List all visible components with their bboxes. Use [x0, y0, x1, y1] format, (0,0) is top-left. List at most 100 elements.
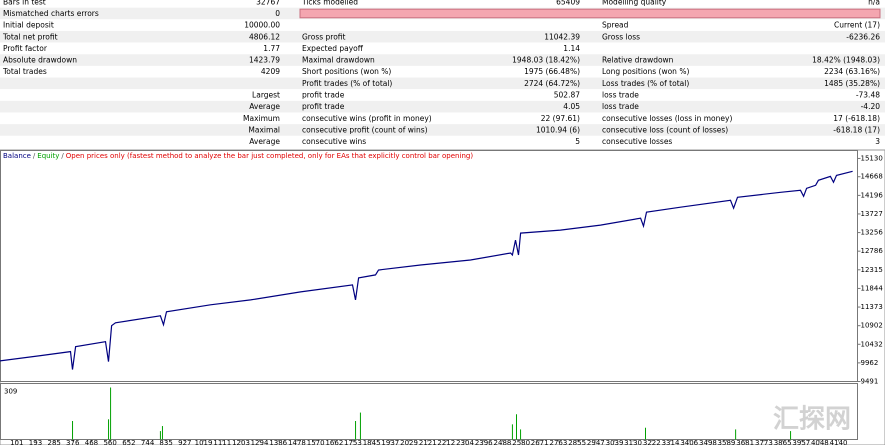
table-cell: Average: [249, 102, 280, 111]
plot-area: [0, 150, 858, 382]
table-row: [0, 0, 885, 8]
volume-area: [0, 383, 858, 440]
x-tick-label: 3314: [662, 439, 680, 445]
table-cell: consecutive losses (loss in money): [602, 114, 732, 123]
table-cell: Average: [249, 137, 280, 146]
x-tick-label: 3589: [718, 439, 736, 445]
table-cell: Total trades: [2, 67, 47, 76]
x-tick-label: 2488: [494, 439, 512, 445]
x-tick-label: 2029: [400, 439, 418, 445]
table-cell: 1423.79: [249, 56, 280, 65]
x-tick-label: 2855: [568, 439, 586, 445]
table-cell: consecutive losses: [602, 137, 672, 146]
balance-line: [0, 170, 853, 370]
table-cell: Spread: [602, 21, 629, 30]
table-cell: Maximum: [243, 114, 280, 123]
table-row: [0, 30, 885, 43]
table-cell: 1.14: [563, 44, 580, 53]
chart: 9491 9962 10432 10902 11373 11844 12315 12786 13…: [0, 152, 883, 445]
x-tick-label: 1570: [307, 439, 325, 445]
legend-item: Open prices only (fastest method to anal…: [66, 152, 474, 160]
y-tick-label: 15130: [861, 154, 883, 162]
table-cell: Mismatched charts errors: [3, 9, 99, 18]
table-cell: 1010.94 (6): [536, 125, 580, 134]
x-tick-label: 3865: [774, 439, 792, 445]
y-tick-label: 10432: [861, 340, 883, 348]
table-cell: n/a: [868, 0, 880, 6]
table-cell: -4.20: [861, 102, 881, 111]
table-cell: Bars in test: [3, 0, 46, 6]
x-tick-label: 3681: [736, 439, 754, 445]
table-cell: Largest: [252, 91, 280, 100]
table-cell: Gross loss: [602, 32, 640, 41]
y-tick-label: 9491: [861, 378, 879, 386]
table-cell: 3: [875, 137, 880, 146]
table-cell: 18.42% (1948.03): [812, 56, 880, 65]
table-row: [0, 65, 885, 78]
x-tick-label: 4140: [830, 439, 848, 445]
table-cell: 2724 (64.72%): [524, 79, 580, 88]
x-tick-label: 2947: [587, 439, 605, 445]
x-tick-label: 1294: [251, 439, 269, 445]
legend-item: Equity: [37, 152, 59, 160]
x-tick-label: 2396: [475, 439, 493, 445]
table-cell: -6236.26: [846, 32, 880, 41]
x-tick-label: 285: [48, 439, 61, 445]
table-cell: Maximal: [248, 125, 280, 134]
table-cell: Current (17): [834, 21, 880, 30]
table-cell: 1975 (66.48%): [524, 67, 580, 76]
x-tick-label: 1386: [269, 439, 287, 445]
x-tick-label: 1203: [232, 439, 250, 445]
table-cell: 65409: [556, 0, 580, 6]
table-cell: loss trade: [602, 102, 639, 111]
table-cell: 1485 (35.28%): [824, 79, 880, 88]
x-tick-label: 744: [141, 439, 155, 445]
table-cell: Loss trades (% of total): [602, 79, 689, 88]
x-tick-label: 2121: [419, 439, 437, 445]
table-cell: Absolute drawdown: [3, 56, 77, 65]
table-cell: 5: [575, 137, 580, 146]
table-cell: loss trade: [602, 91, 639, 100]
table-cell: Gross profit: [302, 32, 346, 41]
x-tick-label: 101: [10, 439, 23, 445]
table-cell: consecutive profit (count of wins): [302, 125, 428, 134]
table-row: [0, 54, 885, 66]
table-row: [0, 42, 885, 55]
x-tick-label: 3039: [606, 439, 624, 445]
x-tick-label: 2304: [456, 439, 474, 445]
table-row: [0, 100, 885, 113]
y-tick-label: 13256: [861, 229, 884, 237]
table-cell: profit trade: [302, 102, 345, 111]
table-cell: 17 (-618.18): [833, 114, 880, 123]
x-tick-label: 1662: [325, 439, 343, 445]
table-cell: Maximal drawdown: [302, 56, 375, 65]
x-tick-label: 1111: [213, 439, 231, 445]
table-cell: 32767: [256, 0, 280, 6]
x-tick-label: 2671: [531, 439, 549, 445]
y-tick-label: 12315: [861, 266, 883, 274]
table-cell: Short positions (won %): [302, 67, 391, 76]
table-cell: 502.87: [554, 91, 580, 100]
y-tick-label: 14196: [861, 191, 884, 199]
table-row: [0, 19, 885, 31]
x-tick-label: 3957: [792, 439, 810, 445]
table-cell: Ticks modelled: [301, 0, 358, 6]
table-cell: 4209: [261, 67, 280, 76]
y-tick-label: 10902: [861, 322, 883, 330]
table-cell: 0: [275, 9, 280, 18]
table-cell: -73.48: [856, 91, 880, 100]
table-cell: consecutive wins (profit in money): [302, 114, 432, 123]
table-row: [0, 135, 885, 148]
x-tick-label: 376: [66, 439, 80, 445]
table-cell: 1948.03 (18.42%): [512, 56, 580, 65]
table-cell: Profit trades (% of total): [302, 79, 392, 88]
x-tick-label: 2763: [549, 439, 567, 445]
table-cell: Profit factor: [3, 44, 48, 53]
table-row: [0, 89, 885, 101]
table-cell: Relative drawdown: [602, 56, 674, 65]
table-cell: 2234 (63.16%): [824, 67, 880, 76]
x-tick-label: 835: [159, 439, 172, 445]
summary-table: Bars in test 32767 Ticks modelled 65409 Mode…: [0, 0, 885, 148]
table-cell: Long positions (won %): [602, 67, 689, 76]
